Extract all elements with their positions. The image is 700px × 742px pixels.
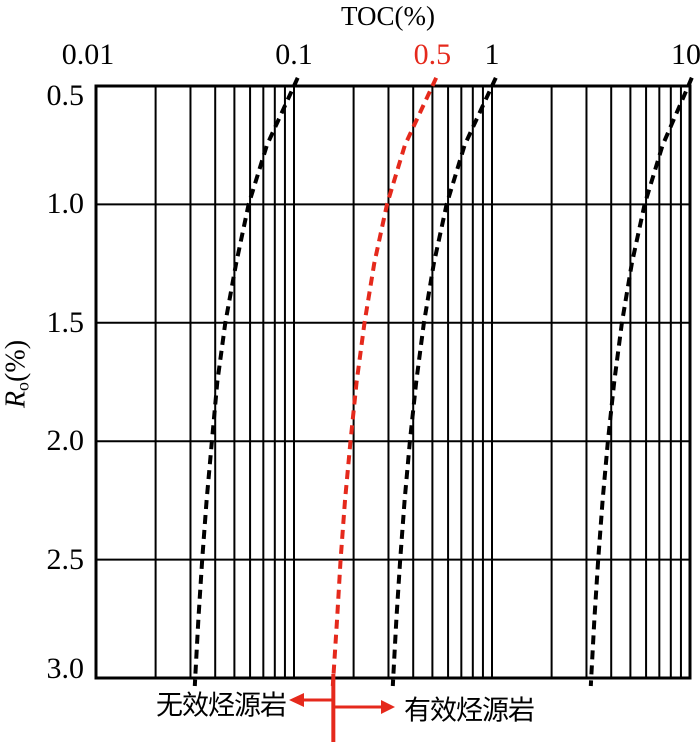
arrow-right-head-icon — [381, 700, 395, 714]
y-tick-3.0: 3.0 — [46, 652, 85, 685]
x-axis-title: TOC(%) — [341, 1, 435, 31]
x-tick-1: 1 — [484, 38, 500, 71]
y-tick-2.0: 2.0 — [46, 424, 85, 458]
plot-border — [94, 84, 692, 680]
label-effective-source-rock: 有效烃源岩 — [404, 695, 535, 726]
x-tick-10: 10 — [671, 38, 700, 71]
curve-toc-bound-0.1 — [192, 76, 300, 687]
x-tick-0.5: 0.5 — [413, 38, 452, 71]
y-tick-1.5: 1.5 — [46, 305, 85, 339]
arrow-left-head-icon — [289, 693, 304, 707]
y-tick-0.5: 0.5 — [46, 79, 85, 112]
label-ineffective-source-rock: 无效烃源岩 — [156, 690, 287, 721]
y-tick-1.0: 1.0 — [46, 187, 85, 221]
x-tick-0.01: 0.01 — [61, 38, 115, 71]
curve-toc-bound-10 — [588, 76, 694, 687]
x-tick-0.1: 0.1 — [275, 38, 313, 71]
curve-toc-bound-1 — [390, 76, 498, 687]
y-tick-2.5: 2.5 — [46, 542, 85, 576]
curve-toc-threshold-0.5-red — [330, 76, 439, 687]
